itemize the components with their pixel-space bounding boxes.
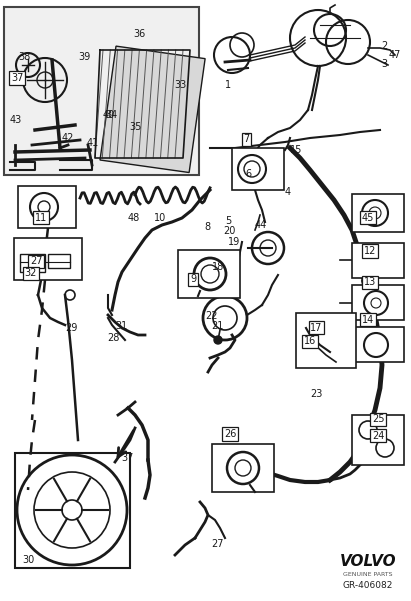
Bar — [212, 444, 274, 492]
Text: 2: 2 — [381, 41, 388, 51]
Text: 3: 3 — [381, 59, 387, 69]
Text: 35: 35 — [129, 123, 142, 132]
Bar — [100, 46, 205, 172]
Text: 6: 6 — [246, 169, 252, 179]
Text: 31: 31 — [115, 321, 127, 331]
Text: 41: 41 — [86, 138, 99, 148]
Text: 29: 29 — [66, 323, 78, 332]
Text: 21: 21 — [212, 321, 224, 331]
Text: 37: 37 — [11, 73, 23, 83]
Bar — [352, 415, 404, 465]
Circle shape — [214, 336, 222, 344]
Text: 19: 19 — [228, 237, 240, 246]
Text: 45: 45 — [362, 213, 374, 222]
Text: 32: 32 — [25, 269, 37, 278]
Text: 47: 47 — [388, 50, 401, 60]
Text: 17: 17 — [310, 323, 323, 332]
Bar — [352, 327, 404, 362]
Bar — [352, 285, 404, 320]
Text: 40: 40 — [103, 111, 115, 120]
Text: 48: 48 — [127, 213, 140, 222]
Text: 18: 18 — [212, 263, 224, 272]
Bar — [15, 453, 130, 568]
Text: 9: 9 — [190, 275, 196, 284]
Text: 37: 37 — [121, 453, 134, 463]
Bar — [4, 7, 199, 175]
Text: 43: 43 — [9, 115, 22, 125]
Text: 11: 11 — [35, 213, 47, 222]
Text: 36: 36 — [134, 29, 146, 39]
Bar — [352, 194, 404, 232]
Text: 7: 7 — [243, 135, 250, 144]
Bar — [48, 254, 70, 268]
Bar — [178, 250, 240, 298]
Text: 15: 15 — [290, 145, 302, 155]
Text: 24: 24 — [372, 431, 384, 441]
Bar — [14, 238, 82, 280]
Text: 38: 38 — [18, 52, 31, 62]
Text: 8: 8 — [205, 222, 210, 231]
Text: 23: 23 — [310, 389, 323, 398]
Text: 39: 39 — [78, 52, 90, 62]
Text: 13: 13 — [364, 278, 376, 287]
Text: 28: 28 — [107, 333, 119, 343]
Text: 22: 22 — [206, 311, 218, 320]
Text: 27: 27 — [212, 539, 224, 549]
Text: 26: 26 — [224, 429, 236, 439]
Text: 16: 16 — [304, 337, 316, 346]
Text: VOLVO: VOLVO — [339, 554, 396, 569]
Text: 33: 33 — [175, 81, 187, 90]
Text: 30: 30 — [23, 555, 35, 565]
Text: 14: 14 — [362, 315, 374, 325]
Text: 20: 20 — [223, 227, 236, 236]
Text: 10: 10 — [154, 213, 166, 222]
Text: 34: 34 — [105, 111, 117, 120]
Text: 27: 27 — [30, 257, 42, 266]
Bar — [352, 243, 404, 278]
Bar — [232, 148, 284, 190]
Text: 44: 44 — [255, 221, 267, 230]
Text: 12: 12 — [364, 246, 376, 256]
Text: 4: 4 — [285, 188, 291, 197]
Text: GR-406082: GR-406082 — [343, 582, 393, 591]
Bar — [20, 254, 45, 272]
Bar — [18, 186, 76, 228]
Text: 25: 25 — [372, 415, 384, 424]
Text: GENUINE PARTS: GENUINE PARTS — [343, 573, 393, 578]
Bar — [296, 313, 356, 368]
Text: 1: 1 — [225, 81, 231, 90]
Text: 5: 5 — [225, 216, 231, 225]
Text: 42: 42 — [62, 133, 74, 143]
